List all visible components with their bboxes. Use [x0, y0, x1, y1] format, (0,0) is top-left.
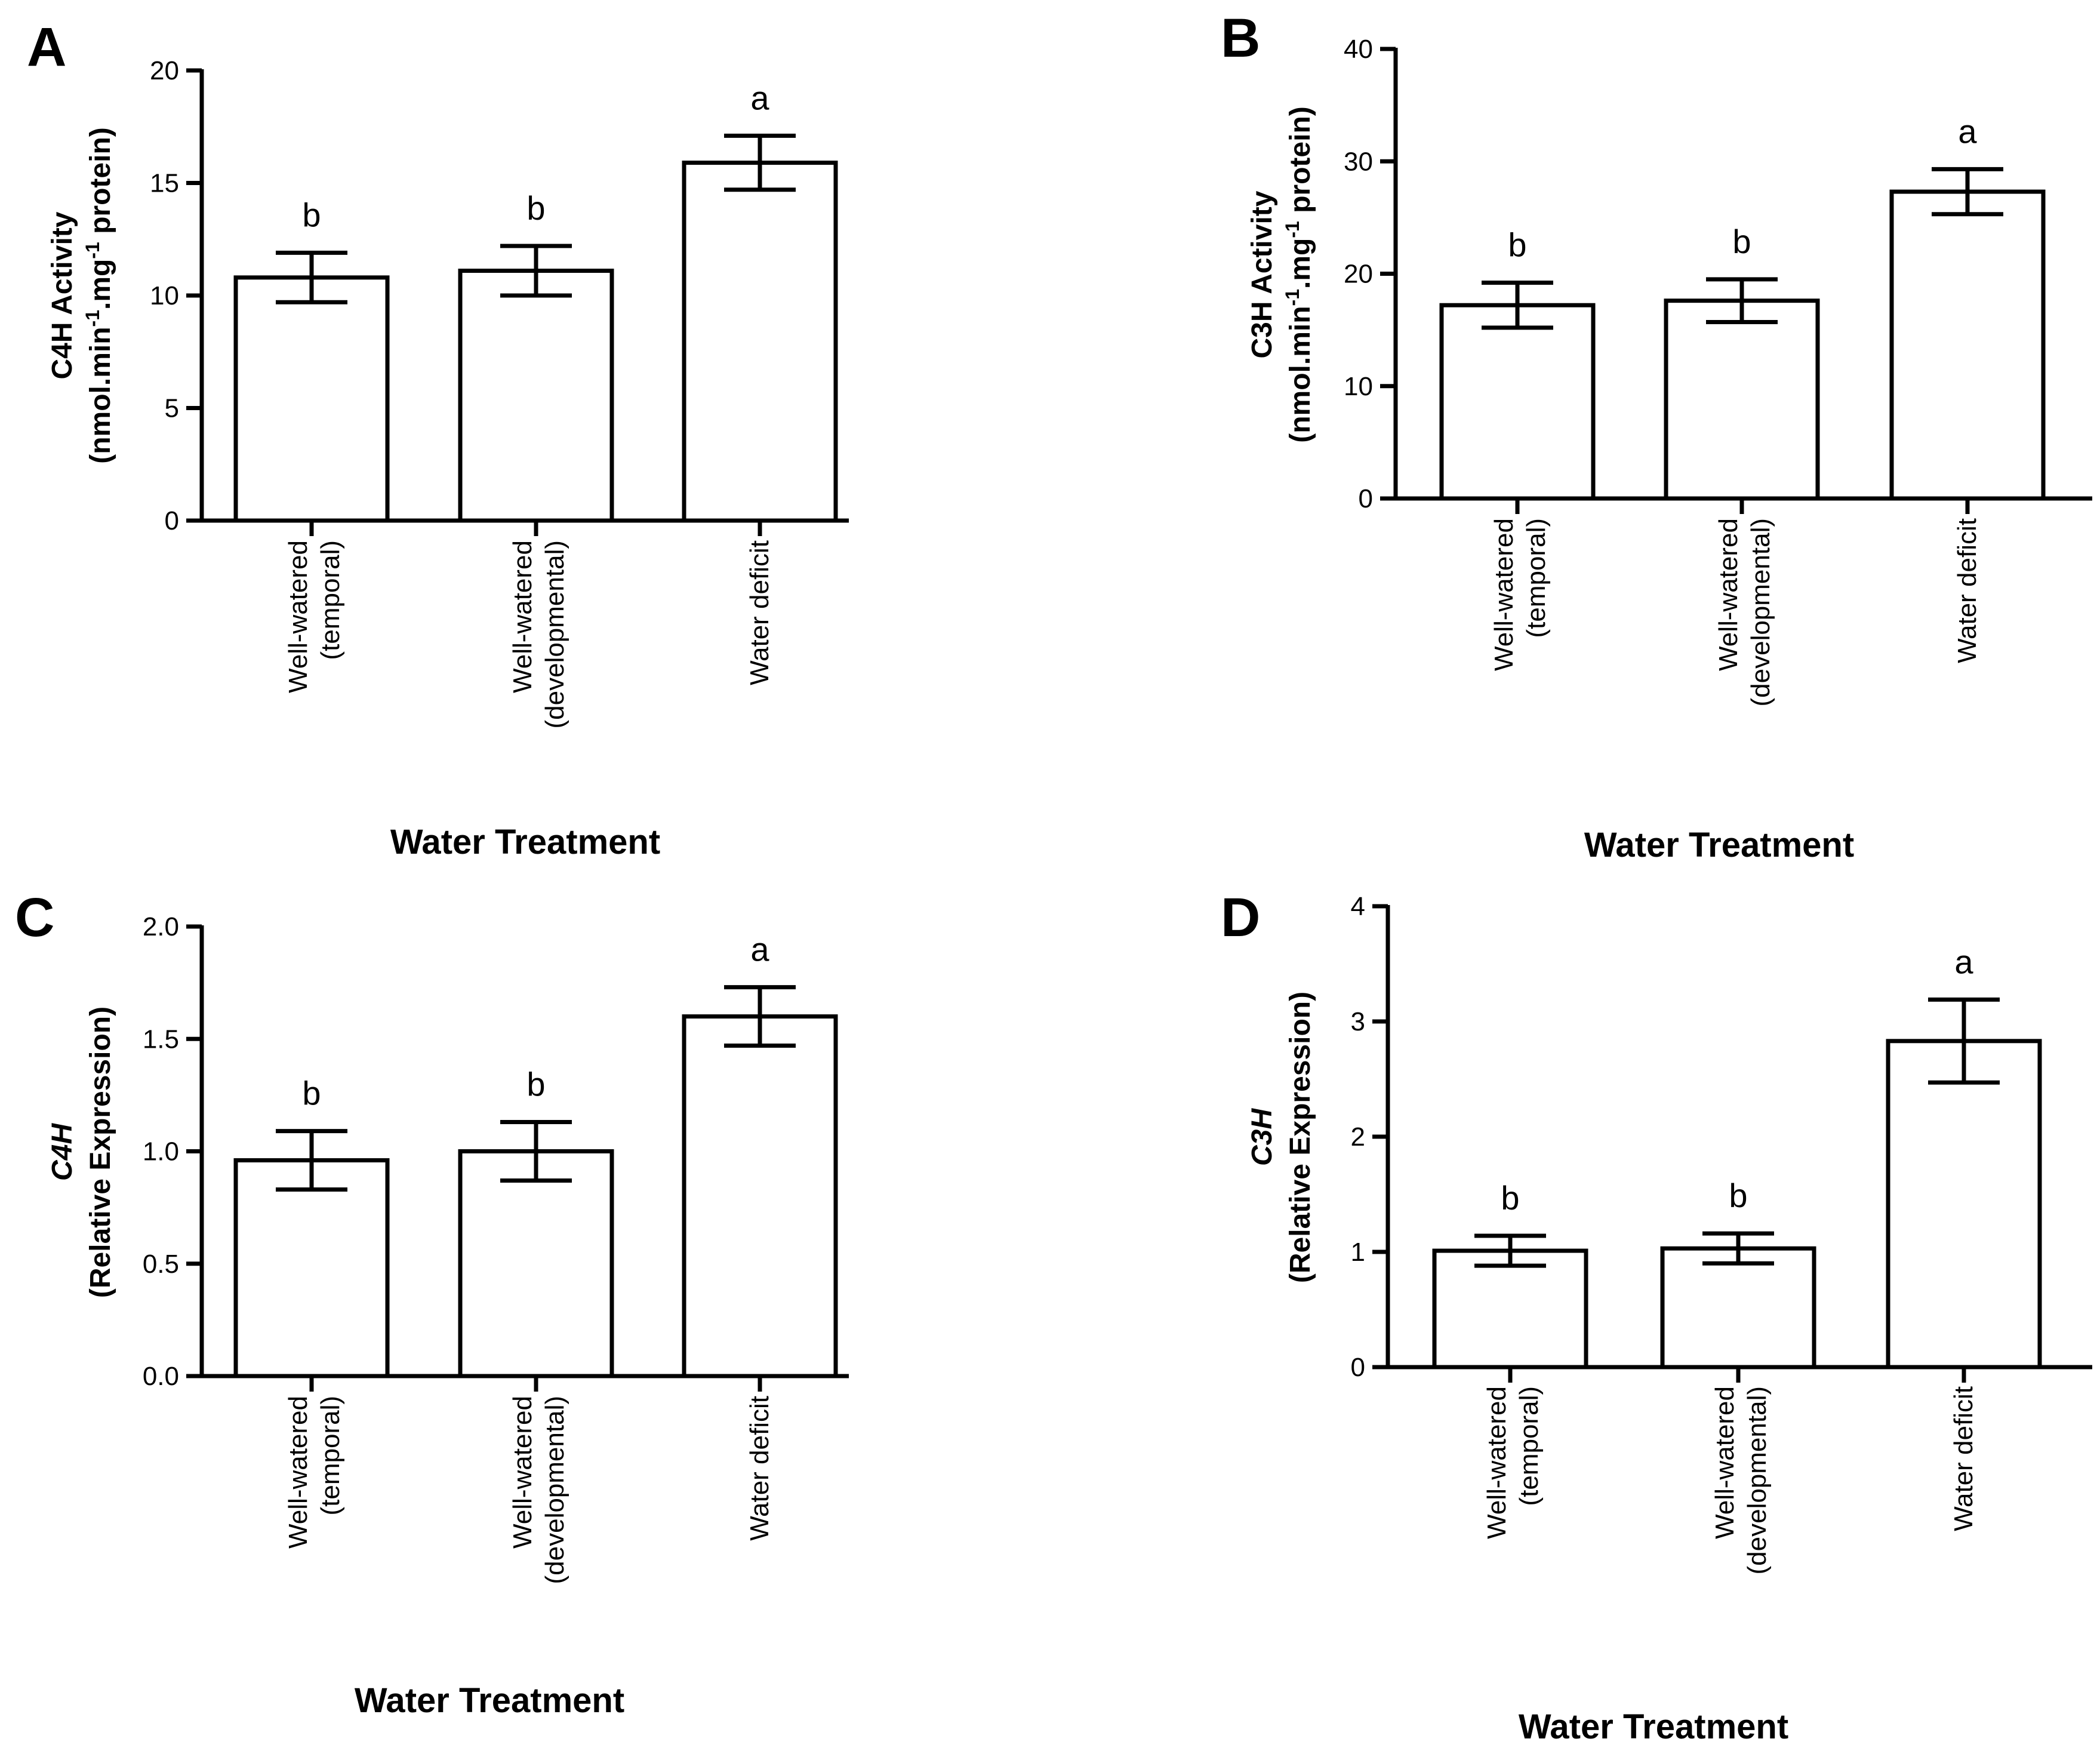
error-bar [724, 985, 796, 1048]
bar [458, 269, 614, 523]
x-category-label: Water deficit [745, 540, 774, 685]
significance-letter: b [1501, 1179, 1519, 1217]
bar [1439, 303, 1596, 501]
significance-letter: b [1729, 1177, 1747, 1214]
error-bar [724, 133, 796, 192]
panel-label: B [1221, 8, 1260, 69]
y-tick-label: 3 [1351, 1007, 1365, 1036]
x-axis-label: Water Treatment [1519, 1707, 1788, 1746]
y-tick-label: 2 [1351, 1122, 1365, 1152]
x-category-label: Well-watered (developmental) [508, 1396, 569, 1584]
significance-letter: a [750, 79, 769, 116]
x-category-label: Well-watered (developmental) [1710, 1386, 1772, 1575]
y-axis-label: C4H Activity(nmol.min-1.mg-1 protein) [47, 127, 116, 464]
bar [233, 275, 390, 523]
y-tick-label: 0 [165, 506, 179, 536]
x-category-label: Water deficit [745, 1396, 774, 1541]
x-category-label: Well-watered (temporal) [1489, 518, 1551, 671]
bar [682, 161, 838, 523]
y-tick-label: 0 [1359, 484, 1373, 513]
x-axis-label: Water Treatment [390, 823, 660, 861]
y-tick-label: 20 [150, 56, 179, 85]
y-axis-label: C3H (Relative Expression) [1246, 992, 1316, 1283]
y-tick-label: 20 [1344, 260, 1373, 289]
error-bar [1702, 1231, 1774, 1266]
y-tick-label: 1.5 [143, 1024, 179, 1054]
bar [1886, 1039, 2042, 1370]
significance-letter: b [1732, 223, 1751, 260]
significance-letter: b [526, 189, 545, 227]
error-bar [500, 244, 572, 298]
bar [1664, 298, 1820, 501]
y-tick-label: 5 [165, 394, 179, 423]
y-tick-label: 1.0 [143, 1137, 179, 1167]
x-category-label: Well-watered (temporal) [284, 540, 345, 693]
significance-letter: b [302, 1075, 321, 1112]
y-tick-label: 15 [150, 169, 179, 198]
y-tick-label: 0.5 [143, 1250, 179, 1279]
x-category-label: Well-watered (temporal) [1482, 1386, 1544, 1539]
bar [682, 1014, 838, 1378]
panel-label: A [27, 17, 66, 78]
y-tick-label: 2.0 [143, 912, 179, 941]
x-category-label: Water deficit [1953, 518, 1982, 663]
error-bar [500, 1120, 572, 1183]
x-category-label: Water deficit [1949, 1386, 1978, 1531]
significance-letter: b [302, 196, 321, 233]
x-category-label: Well-watered (developmental) [1714, 518, 1775, 707]
x-axis-label: Water Treatment [355, 1681, 624, 1720]
y-tick-label: 1 [1351, 1238, 1365, 1267]
chart-panel-d: D 0 1 2 3 4 b Well-watered (temporal) b Well-water… [1221, 887, 2092, 1746]
x-axis-label: Water Treatment [1584, 826, 1854, 864]
bar [458, 1149, 614, 1378]
bar [1889, 189, 2046, 501]
y-axis-label: C3H Activity(nmol.min-1.mg-1 protein) [1246, 106, 1316, 443]
significance-letter: a [750, 931, 769, 968]
bar [233, 1158, 390, 1378]
significance-letter: b [1508, 226, 1526, 264]
y-tick-label: 10 [150, 281, 179, 310]
error-bar [1932, 167, 2003, 217]
y-tick-label: 30 [1344, 147, 1373, 176]
y-tick-label: 0.0 [143, 1362, 179, 1391]
panel-label: C [15, 887, 54, 948]
significance-letter: a [1958, 112, 1977, 150]
y-tick-label: 40 [1344, 35, 1373, 64]
panel-label: D [1221, 887, 1260, 948]
bar [1660, 1246, 1816, 1370]
chart-panel-b: B 0 10 20 30 40 b Well-watered (temporal) b Well-w… [1221, 8, 2092, 864]
error-bar [276, 250, 347, 304]
y-tick-label: 0 [1351, 1353, 1365, 1382]
y-tick-label: 10 [1344, 372, 1373, 401]
bar [1432, 1248, 1588, 1370]
error-bar [1706, 277, 1778, 324]
x-category-label: Well-watered (temporal) [284, 1396, 345, 1549]
error-bar [276, 1129, 347, 1192]
error-bar [1474, 1233, 1546, 1268]
error-bar [1928, 997, 2000, 1085]
y-tick-label: 4 [1351, 892, 1365, 921]
significance-letter: b [526, 1066, 545, 1103]
chart-panel-a: A 0 5 10 15 20 b Well-watered (temporal) b Well-wa… [27, 17, 849, 861]
x-category-label: Well-watered (developmental) [508, 540, 569, 729]
significance-letter: a [1954, 943, 1973, 980]
error-bar [1482, 281, 1553, 330]
chart-panel-c: C 0.0 0.5 1.0 1.5 2.0 b Well-watered (temporal) b… [15, 887, 849, 1720]
y-axis-label: C4H (Relative Expression) [47, 1007, 116, 1298]
